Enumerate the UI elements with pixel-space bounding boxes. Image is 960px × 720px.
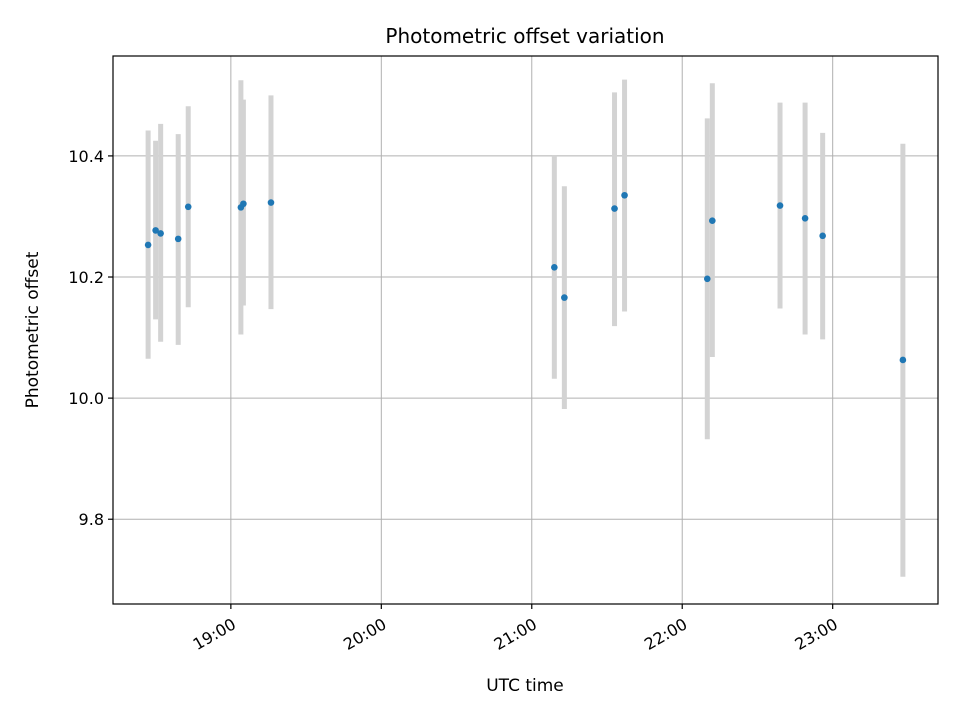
data-point [267, 199, 275, 206]
data-point [561, 294, 568, 301]
data-point [184, 203, 192, 211]
y-tick-label: 9.8 [79, 510, 104, 529]
grid [113, 56, 938, 604]
plot-background [113, 56, 938, 604]
data-point [611, 205, 618, 212]
x-axis: 19:00 20:00 21:00 22:00 23:00 [190, 604, 841, 654]
y-tick-label: 10.0 [68, 389, 104, 408]
x-tick-label: 21:00 [491, 614, 540, 654]
y-tick-label: 10.4 [68, 147, 104, 166]
data-point [899, 356, 907, 364]
chart-title: Photometric offset variation [385, 24, 664, 48]
x-tick-label: 22:00 [641, 614, 690, 654]
data-point [174, 235, 182, 243]
data-point [157, 230, 164, 237]
x-tick-label: 20:00 [340, 614, 389, 654]
data-point [551, 264, 558, 271]
x-axis-label: UTC time [486, 676, 564, 696]
data-point [819, 232, 826, 240]
y-axis-label: Photometric offset [23, 251, 43, 408]
data-point [240, 200, 247, 208]
plot-frame [112, 55, 939, 605]
data-points [144, 191, 907, 364]
data-point [621, 191, 628, 199]
x-tick-label: 19:00 [190, 614, 239, 654]
y-tick-label: 10.2 [68, 268, 104, 287]
data-point [709, 217, 716, 225]
y-axis: 9.8 10.0 10.2 10.4 [68, 147, 113, 529]
x-tick-label: 23:00 [792, 614, 841, 654]
data-point [704, 275, 711, 283]
data-point [144, 241, 152, 249]
data-point [801, 214, 809, 222]
data-point [776, 202, 784, 209]
data-point [152, 227, 159, 234]
